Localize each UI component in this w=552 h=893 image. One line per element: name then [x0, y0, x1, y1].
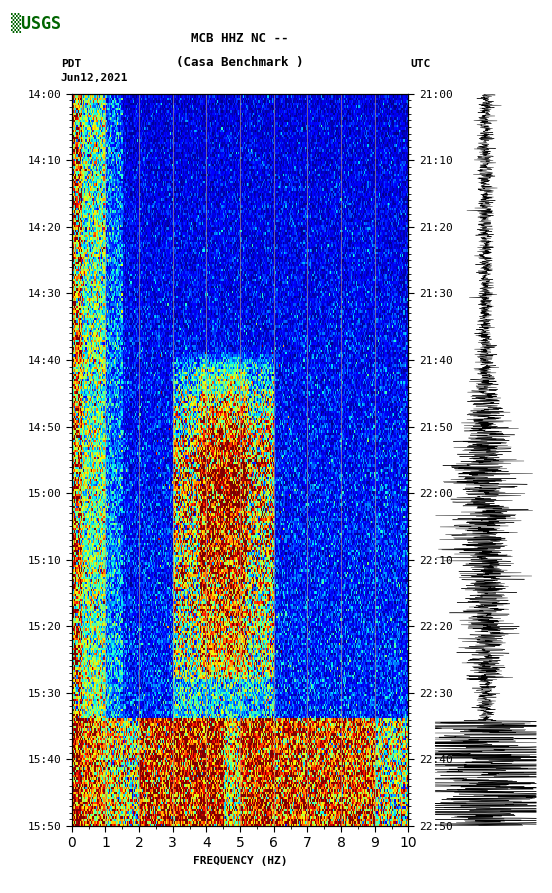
Text: Jun12,2021: Jun12,2021: [61, 73, 128, 83]
X-axis label: FREQUENCY (HZ): FREQUENCY (HZ): [193, 856, 288, 866]
Text: (Casa Benchmark ): (Casa Benchmark ): [177, 55, 304, 69]
Text: UTC: UTC: [410, 59, 431, 69]
Text: PDT: PDT: [61, 59, 81, 69]
Text: MCB HHZ NC --: MCB HHZ NC --: [192, 31, 289, 45]
Text: ▒USGS: ▒USGS: [11, 13, 61, 33]
